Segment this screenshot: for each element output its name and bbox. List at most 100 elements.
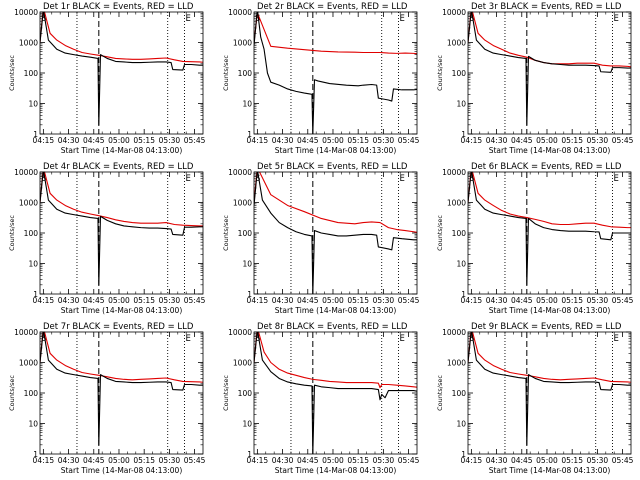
plot-frame [467,171,632,295]
x-tick-label: 05:30 [159,296,181,305]
chart-panel-1: Det 1r BLACK = Events, RED = LLD 1 10 100 10… [8,2,206,155]
y-tick-label: 10 [28,420,38,429]
x-tick-label: 05:00 [108,136,130,145]
chart-panel-8: Det 8r BLACK = Events, RED = LLD 1 10 100 10… [222,322,420,475]
y-tick-label: 10000 [228,8,252,17]
y-tick-label: 100 [238,229,253,238]
x-axis-label: Start Time (14-Mar-08 04:13:00) [275,146,397,155]
x-tick-label: 05:00 [536,136,558,145]
x-tick-label: 04:30 [272,456,294,465]
y-tick-label: 10000 [14,168,38,177]
plot-frame [253,331,418,455]
x-axis-label: Start Time (14-Mar-08 04:13:00) [489,146,611,155]
x-tick-label: 05:15 [133,136,155,145]
chart-title: Det 8r BLACK = Events, RED = LLD [257,322,408,332]
x-tick-label: 04:15 [33,296,55,305]
y-tick-label: 10 [456,260,466,269]
x-tick-label: 05:15 [133,456,155,465]
series-line-events [40,332,203,446]
x-tick-label: 05:30 [587,136,609,145]
chart-title: Det 6r BLACK = Events, RED = LLD [471,162,622,172]
series-line-lld [254,172,417,233]
x-tick-label: 04:30 [486,136,508,145]
x-tick-label: 05:30 [373,296,395,305]
x-tick-label: 04:15 [33,456,55,465]
x-tick-label: 05:00 [322,296,344,305]
y-tick-label: 10000 [14,8,38,17]
chart-title: Det 4r BLACK = Events, RED = LLD [43,162,194,172]
chart-title: Det 9r BLACK = Events, RED = LLD [471,322,622,332]
y-tick-label: 1 [33,130,38,139]
x-tick-label: 04:45 [83,456,105,465]
chart-title: Det 5r BLACK = Events, RED = LLD [257,162,408,172]
x-tick-label: 05:15 [561,136,583,145]
y-axis-label: Counts/sec [436,55,444,91]
plot-frame [253,11,418,135]
y-tick-label: 10000 [442,8,466,17]
y-tick-label: 100 [24,389,39,398]
chart-panel-4: Det 4r BLACK = Events, RED = LLD 1 10 100 10… [8,162,206,315]
x-tick-label: 04:15 [247,136,269,145]
series-line-events [468,332,631,446]
series-line-events [254,172,417,294]
y-tick-label: 1 [247,130,252,139]
x-tick-label: 04:30 [58,136,80,145]
start-marker-label: S [469,334,474,344]
y-axis-label: Counts/sec [222,55,230,91]
series-line-lld [254,332,417,389]
x-tick-label: 04:30 [272,296,294,305]
plot-frame [39,171,204,295]
y-tick-label: 10 [456,420,466,429]
y-tick-label: 10000 [228,328,252,337]
y-tick-label: 1000 [233,199,252,208]
series-line-lld [254,12,417,55]
y-tick-label: 1 [461,130,466,139]
x-tick-label: 04:15 [461,136,483,145]
chart-panel-6: Det 6r BLACK = Events, RED = LLD 1 10 100 10… [436,162,634,315]
x-tick-label: 04:45 [511,296,533,305]
y-axis-label: Counts/sec [436,215,444,251]
y-tick-label: 1000 [19,359,38,368]
y-tick-label: 10 [28,100,38,109]
y-axis-label: Counts/sec [222,215,230,251]
x-tick-label: 04:45 [297,296,319,305]
end-marker-label: E [186,174,191,184]
x-tick-label: 05:30 [587,456,609,465]
end-marker-label: E [400,174,405,184]
y-tick-label: 10 [28,260,38,269]
x-tick-label: 05:45 [184,136,206,145]
x-tick-label: 05:45 [184,456,206,465]
x-tick-label: 05:45 [398,136,420,145]
x-tick-label: 04:30 [486,296,508,305]
series-line-events [40,12,203,126]
y-tick-label: 10 [242,420,252,429]
plot-frame [39,11,204,135]
y-axis-label: Counts/sec [8,55,16,91]
plot-frame [39,331,204,455]
x-tick-label: 05:00 [108,296,130,305]
chart-panel-2: Det 2r BLACK = Events, RED = LLD 1 10 100 10… [222,2,420,155]
y-tick-label: 1000 [447,199,466,208]
x-axis-label: Start Time (14-Mar-08 04:13:00) [61,306,183,315]
x-tick-label: 05:45 [612,296,634,305]
start-marker-label: S [255,14,260,24]
y-tick-label: 10000 [442,168,466,177]
y-tick-label: 100 [452,69,467,78]
chart-panel-7: Det 7r BLACK = Events, RED = LLD 1 10 100 10… [8,322,206,475]
x-tick-label: 05:15 [133,296,155,305]
y-axis-label: Counts/sec [222,375,230,411]
x-tick-label: 05:15 [347,296,369,305]
y-tick-label: 100 [452,229,467,238]
x-tick-label: 04:30 [58,296,80,305]
x-tick-label: 04:15 [247,456,269,465]
x-tick-label: 04:45 [83,296,105,305]
series-line-lld [40,12,203,63]
y-tick-label: 100 [24,69,39,78]
chart-title: Det 3r BLACK = Events, RED = LLD [471,2,622,12]
start-marker-label: S [41,334,46,344]
x-tick-label: 05:15 [347,136,369,145]
x-tick-label: 05:45 [398,456,420,465]
x-tick-label: 05:00 [322,456,344,465]
x-axis-label: Start Time (14-Mar-08 04:13:00) [61,466,183,475]
plot-frame [467,11,632,135]
